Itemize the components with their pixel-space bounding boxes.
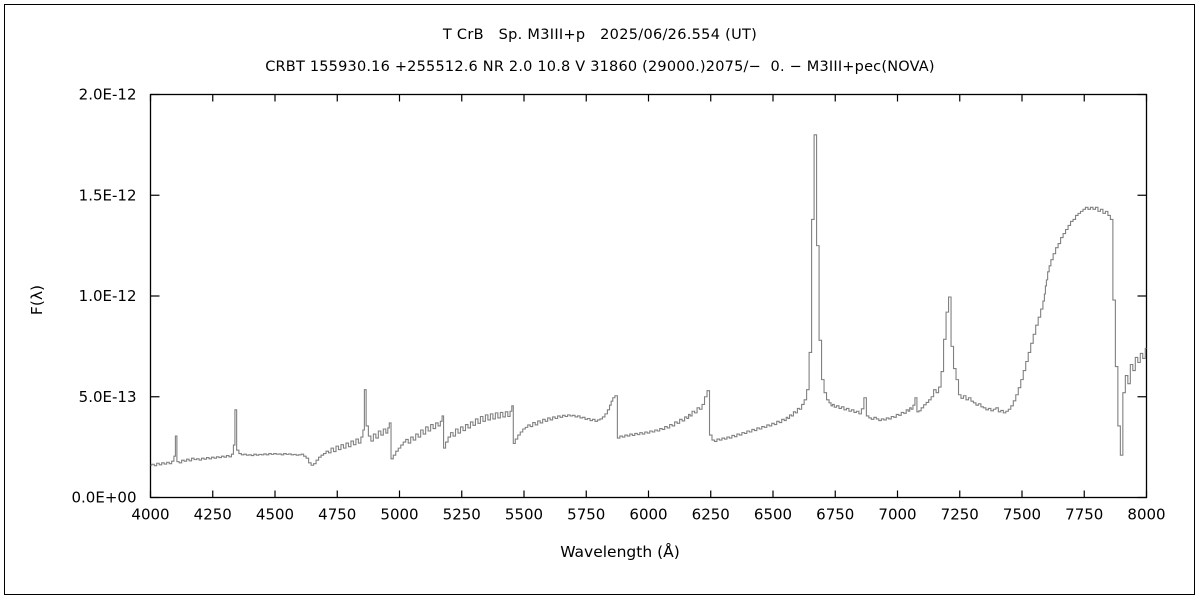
y-tick-label: 2.0E-12 — [79, 86, 137, 104]
plot-frame — [149, 93, 1148, 499]
y-axis-tick-labels: 0.0E+00 5.0E-13 1.0E-12 1.5E-12 2.0E-12 — [72, 86, 137, 507]
x-tick-label: 6500 — [754, 506, 792, 524]
x-tick-label: 7000 — [878, 506, 916, 524]
y-axis-ticks — [150, 93, 1147, 499]
x-tick-label: 7250 — [941, 506, 979, 524]
x-tick-label: 4500 — [256, 506, 294, 524]
x-tick-label: 4250 — [194, 506, 232, 524]
x-tick-label: 5500 — [505, 506, 543, 524]
y-tick-label: 1.5E-12 — [79, 186, 137, 204]
chart-title: T CrB Sp. M3III+p 2025/06/26.554 (UT) — [442, 27, 758, 43]
x-tick-label: 6250 — [692, 506, 730, 524]
x-axis-title: Wavelength (Å) — [560, 542, 680, 561]
x-tick-label: 7500 — [1003, 506, 1041, 524]
x-tick-label: 7750 — [1065, 506, 1103, 524]
x-tick-label: 8000 — [1127, 506, 1165, 524]
x-axis-ticks — [149, 94, 1148, 498]
x-tick-label: 5000 — [380, 506, 418, 524]
x-tick-label: 6000 — [629, 506, 667, 524]
x-tick-label: 6750 — [816, 506, 854, 524]
y-axis-title: F(λ) — [28, 285, 46, 315]
x-tick-label: 4000 — [131, 506, 169, 524]
y-tick-label: 5.0E-13 — [79, 388, 137, 406]
x-tick-label: 5750 — [567, 506, 605, 524]
x-tick-label: 5250 — [443, 506, 481, 524]
x-tick-label: 4750 — [318, 506, 356, 524]
x-axis-tick-labels: 4000 4250 4500 4750 5000 5250 5500 5750 6000 6250… — [131, 506, 1165, 524]
y-tick-label: 0.0E+00 — [72, 489, 137, 507]
spectrum-trace — [150, 134, 1147, 467]
y-tick-label: 1.0E-12 — [79, 287, 137, 305]
chart-subtitle: CRBT 155930.16 +255512.6 NR 2.0 10.8 V 3… — [265, 59, 935, 75]
